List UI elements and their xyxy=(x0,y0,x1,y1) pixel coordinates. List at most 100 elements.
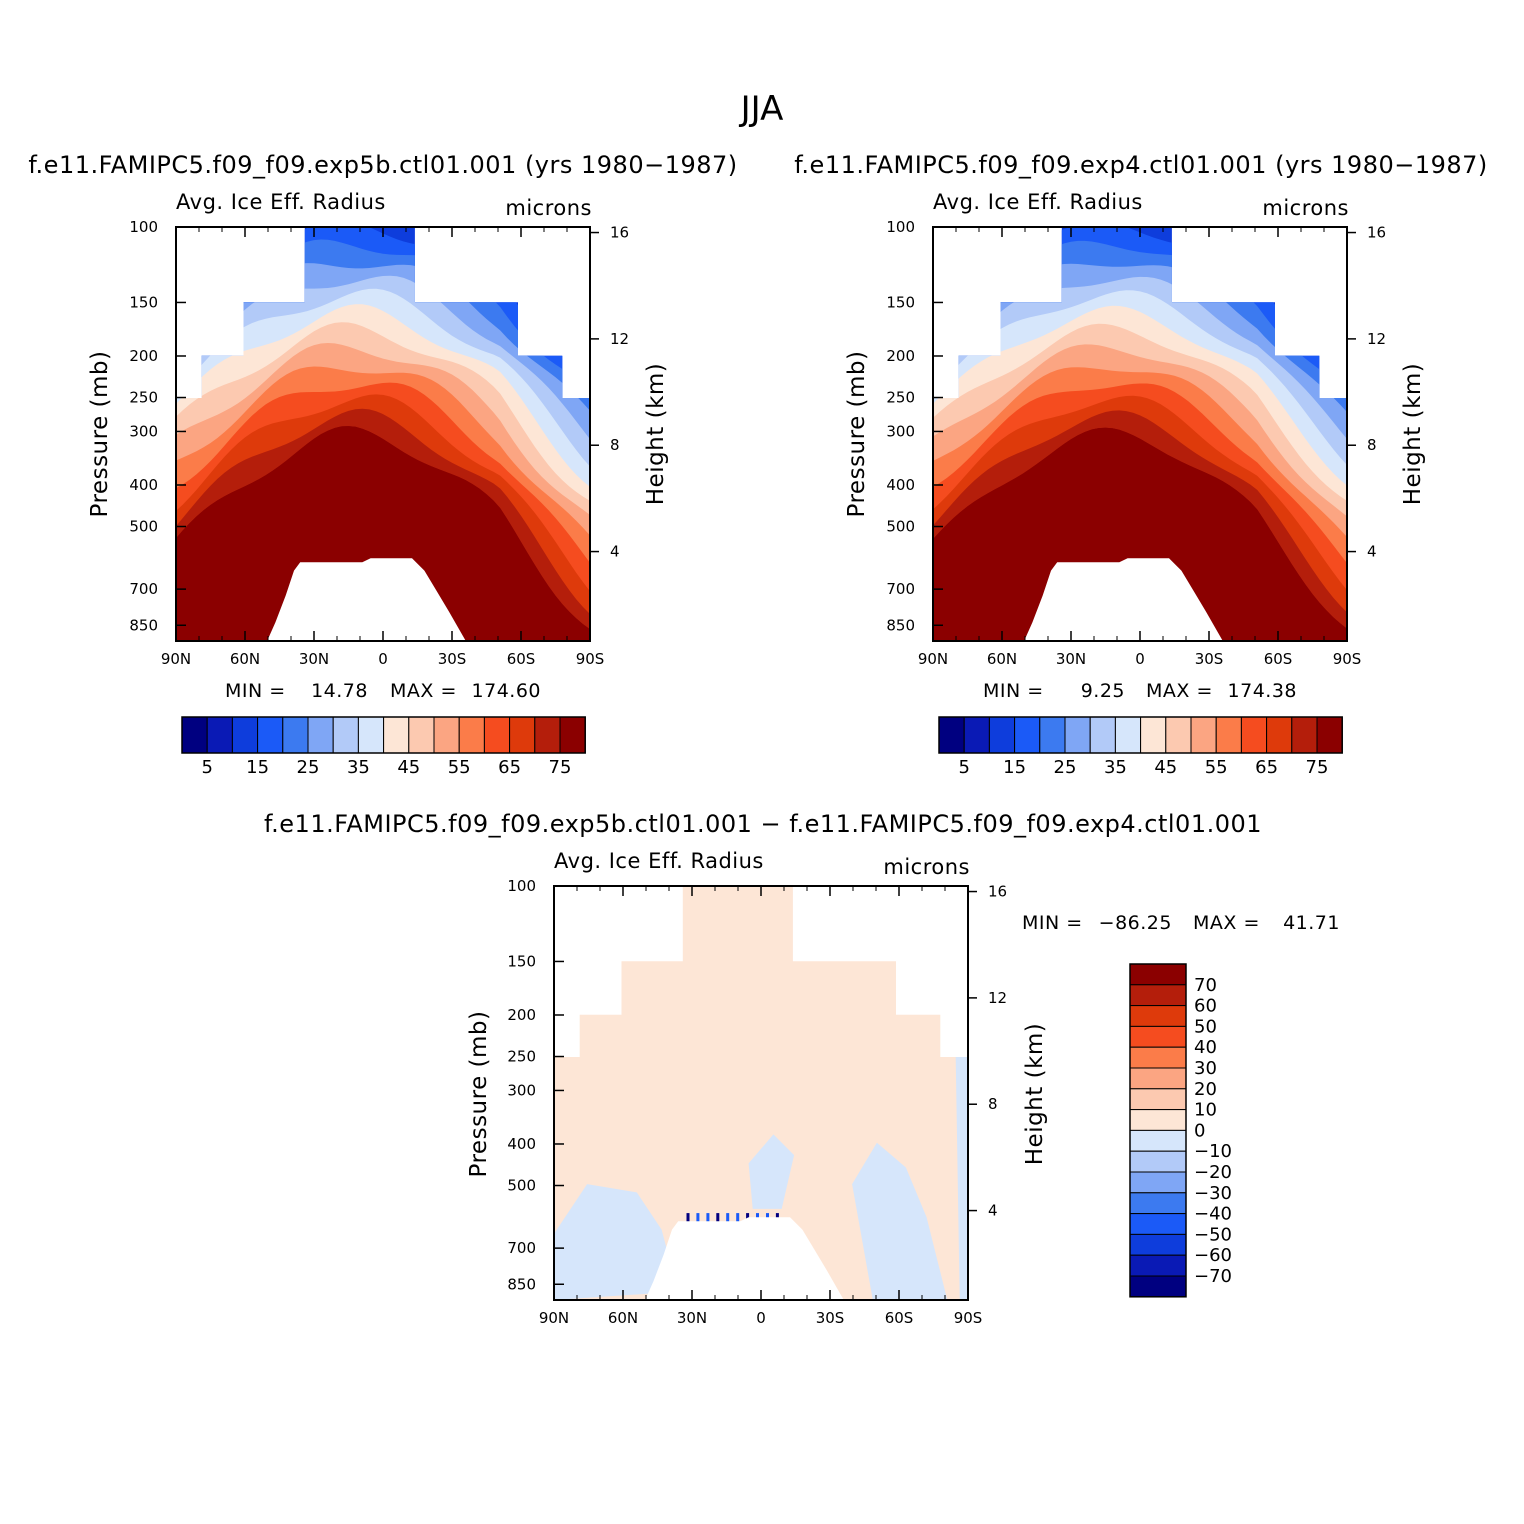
colorbar-label: 75 xyxy=(549,757,572,778)
colorbar-box xyxy=(1129,984,1187,1007)
colorbar-box xyxy=(1129,1150,1187,1173)
contour-band xyxy=(176,426,590,641)
colorbar-box xyxy=(1316,716,1343,754)
x-tick-label: 30S xyxy=(816,1309,845,1327)
y-tick-label: 850 xyxy=(507,1275,536,1293)
colorbar-label: 40 xyxy=(1194,1037,1217,1058)
y-tick-label: 700 xyxy=(129,580,158,598)
contour-band xyxy=(736,1213,740,1224)
min-label: MIN = xyxy=(225,680,286,702)
y-right-tick-label: 4 xyxy=(610,543,620,561)
colorbar-label: 35 xyxy=(347,757,370,778)
x-tick-label: 60N xyxy=(987,650,1017,668)
x-tick-label: 60N xyxy=(608,1309,638,1327)
colorbar-box xyxy=(1129,1233,1187,1256)
field-label: Avg. Ice Eff. Radius xyxy=(933,190,1143,214)
colorbar-box xyxy=(1140,716,1167,754)
y-tick-label: 200 xyxy=(886,347,915,365)
colorbar-label: 50 xyxy=(1194,1016,1217,1037)
plot-frame: 90N 60N 30N 0 30S 60S 90S 100 150 200 250 300 400 500… xyxy=(886,218,1386,668)
colorbar-label: 15 xyxy=(246,757,269,778)
colorbar-label: −60 xyxy=(1194,1245,1232,1266)
y-right-tick-label: 8 xyxy=(1367,436,1377,454)
y-tick-label: 150 xyxy=(129,293,158,311)
y-tick-label: 700 xyxy=(507,1239,536,1257)
y-tick-label: 850 xyxy=(886,616,915,634)
contour-band xyxy=(726,1213,730,1224)
colorbar-box xyxy=(1129,1109,1187,1131)
x-tick-label: 90S xyxy=(576,650,605,668)
colorbar-box xyxy=(963,716,990,754)
colorbar-box xyxy=(332,716,359,754)
units-label: microns xyxy=(1262,196,1349,220)
colorbar-label: −30 xyxy=(1194,1183,1232,1204)
colorbar-label: −20 xyxy=(1194,1162,1232,1183)
y-tick-label: 300 xyxy=(507,1081,536,1099)
y-tick-label: 300 xyxy=(129,422,158,440)
colorbar-box xyxy=(509,716,536,754)
panel-exp5b: f.e11.FAMIPC5.f09_f09.exp5b.ctl01.001 (y… xyxy=(28,151,737,778)
contour-band xyxy=(706,1213,710,1224)
colorbar-box xyxy=(408,716,435,754)
y-tick-label: 700 xyxy=(886,580,915,598)
min-value: 14.78 xyxy=(311,680,368,702)
colorbar-box xyxy=(483,716,511,754)
x-tick-label: 30S xyxy=(438,650,467,668)
colorbar-box xyxy=(559,716,586,754)
y-axis-label-right: Height (km) xyxy=(643,363,669,506)
min-value: −86.25 xyxy=(1099,912,1172,934)
field-label: Avg. Ice Eff. Radius xyxy=(554,849,764,873)
colorbar-box xyxy=(1129,1254,1187,1277)
y-right-tick-label: 16 xyxy=(988,883,1007,901)
y-right-tick-label: 16 xyxy=(1367,224,1386,242)
colorbar-label: 55 xyxy=(448,757,471,778)
max-value: 174.38 xyxy=(1228,680,1297,702)
contour-field xyxy=(933,227,1347,641)
y-right-tick-label: 4 xyxy=(988,1202,998,1220)
y-tick-label: 500 xyxy=(886,518,915,536)
contour-field xyxy=(176,227,590,641)
x-tick-label: 90N xyxy=(161,650,191,668)
colorbar-box xyxy=(1129,963,1187,986)
colorbar: 5 15 25 35 45 55 65 75 xyxy=(181,716,586,778)
panel-subtitle: f.e11.FAMIPC5.f09_f09.exp4.ctl01.001 (yr… xyxy=(794,151,1488,179)
field-label: Avg. Ice Eff. Radius xyxy=(176,190,386,214)
colorbar-box xyxy=(257,716,284,754)
contour-band xyxy=(554,1184,679,1300)
colorbar-box xyxy=(1129,1275,1187,1298)
colorbar-label: 45 xyxy=(1154,757,1177,778)
colorbar-label: 30 xyxy=(1194,1058,1217,1079)
panel-difference: f.e11.FAMIPC5.f09_f09.exp5b.ctl01.001 − … xyxy=(264,810,1340,1327)
y-right-tick-label: 4 xyxy=(1367,543,1377,561)
max-label: MAX = xyxy=(1146,680,1213,702)
contour-band xyxy=(686,1213,690,1224)
colorbar-label: 10 xyxy=(1194,1100,1217,1121)
colorbar-label: −10 xyxy=(1194,1141,1232,1162)
x-tick-label: 30S xyxy=(1195,650,1224,668)
x-tick-label: 90S xyxy=(954,1309,983,1327)
colorbar-box xyxy=(1039,716,1066,754)
colorbar-border xyxy=(938,716,1343,754)
contour-band xyxy=(852,1142,948,1300)
colorbar-box xyxy=(458,716,485,754)
min-value: 9.25 xyxy=(1081,680,1125,702)
colorbar-label: 15 xyxy=(1003,757,1026,778)
colorbar-label: 60 xyxy=(1194,996,1217,1017)
colorbar-label: 55 xyxy=(1205,757,1228,778)
figure-title: JJA xyxy=(739,89,784,129)
colorbar: 5 15 25 35 45 55 65 75 xyxy=(938,716,1343,778)
x-tick-label: 0 xyxy=(1135,650,1145,668)
plot-frame: 90N 60N 30N 0 30S 60S 90S 100 150 200 250 300 400 500… xyxy=(129,218,629,668)
colorbar-box xyxy=(1190,716,1217,754)
colorbar-box xyxy=(1129,1129,1187,1152)
x-tick-label: 60N xyxy=(230,650,260,668)
colorbar-label: 5 xyxy=(958,757,969,778)
y-right-tick-label: 8 xyxy=(988,1095,998,1113)
colorbar-label: 45 xyxy=(397,757,420,778)
y-tick-label: 850 xyxy=(129,616,158,634)
colorbar-label: −50 xyxy=(1194,1224,1232,1245)
contour-band xyxy=(955,1051,968,1300)
min-label: MIN = xyxy=(1022,912,1083,934)
y-right-tick-label: 8 xyxy=(610,436,620,454)
colorbar-label: 0 xyxy=(1194,1120,1205,1141)
